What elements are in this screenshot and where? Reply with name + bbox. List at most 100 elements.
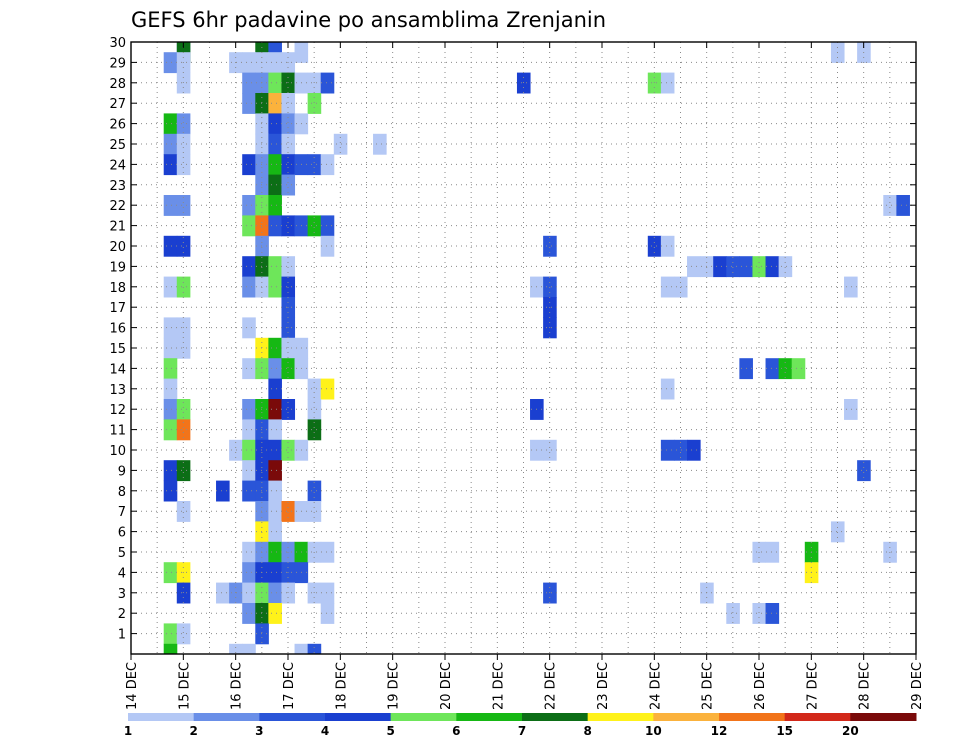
heatmap-cell [242,582,256,604]
heatmap-cell [176,72,191,94]
heatmap-cell [176,623,191,645]
y-tick-label: 22 [109,199,126,214]
heatmap-cell [176,113,191,135]
x-tick-label: 19 DEC [387,662,402,710]
heatmap-cell [255,174,269,196]
colorbar-swatch [193,713,260,721]
heatmap-cell [281,358,296,380]
heatmap-cell [255,337,269,359]
heatmap-cell [163,154,178,176]
heatmap-cell [660,439,675,461]
colorbar-label: 10 [645,724,662,738]
heatmap-cell [307,154,322,176]
heatmap-cell [255,133,269,155]
heatmap-cell [726,603,740,624]
colorbar: 1 2 3 4 5 6 7 8 10 12 15 20 [124,713,917,738]
heatmap-cell [268,52,282,74]
y-tick-label: 29 [109,56,126,71]
y-tick-label: 17 [109,301,126,316]
heatmap-cell [320,154,335,176]
heatmap-cell [320,235,335,257]
heatmap-cell [163,399,178,420]
heatmap-cell [516,72,531,94]
y-tick-label: 20 [109,240,126,255]
heatmap-cell [242,603,256,624]
heatmap-cell [229,582,243,604]
heatmap-cell [307,643,322,655]
heatmap-cell [242,317,256,339]
heatmap-cell [268,358,282,380]
heatmap-cell [647,72,662,94]
heatmap-cell [660,72,675,94]
y-tick-label: 2 [118,607,126,622]
heatmap-cell [307,480,322,502]
heatmap-cell [268,276,282,298]
colorbar-swatch [850,713,917,721]
heatmap-cell [660,378,675,400]
heatmap-cell [255,93,269,114]
y-tick-label: 10 [109,444,126,459]
heatmap-cell [752,256,767,278]
heatmap-cell [242,276,256,298]
x-tick-label: 18 DEC [334,662,349,710]
heatmap-cell [163,623,178,645]
heatmap-cell [176,235,191,257]
heatmap-cell [281,154,296,176]
heatmap-cell [281,501,296,522]
heatmap-cell [896,195,910,216]
heatmap-cell [255,582,269,604]
heatmap-cell [242,439,256,461]
y-tick-label: 28 [109,77,126,92]
heatmap-cell [268,603,282,624]
heatmap-cell [163,337,178,359]
heatmap-cell [268,501,282,522]
heatmap-cell [294,643,309,655]
heatmap-cell [320,603,335,624]
colorbar-label: 2 [189,724,197,738]
heatmap-cell [242,643,256,655]
x-tick-label: 26 DEC [753,662,768,710]
colorbar-swatch [456,713,523,721]
heatmap-cell [176,399,191,420]
colorbar-swatch [784,713,851,721]
heatmap-cell [791,358,806,380]
y-tick-label: 13 [109,383,126,398]
colorbar-label: 1 [124,724,132,738]
heatmap-cell [543,439,557,461]
chart-title: GEFS 6hr padavine po ansamblima Zrenjani… [131,8,606,32]
heatmap-cell [242,541,256,563]
heatmap-cell [242,460,256,482]
heatmap-cell [163,113,178,135]
heatmap-cell [778,358,793,380]
heatmap-cell [163,317,178,339]
y-tick-label: 23 [109,179,126,194]
heatmap-cell [268,419,282,441]
heatmap-cell [844,276,858,298]
heatmap-cell [255,195,269,216]
colorbar-label: 3 [255,724,263,738]
heatmap-cell [543,582,557,604]
colorbar-swatch [653,713,720,721]
heatmap-cell [255,419,269,441]
heatmap-cell [281,582,296,604]
heatmap-cell [242,52,256,74]
heatmap-cell [242,256,256,278]
heatmap-cell [307,72,322,94]
x-tick-label: 14 DEC [125,662,140,710]
heatmap-cell [765,603,780,624]
heatmap-cell [778,256,793,278]
heatmap-cell [307,582,322,604]
heatmap-cell [844,399,858,420]
heatmap-cell [176,195,191,216]
heatmap-cell [268,562,282,584]
x-tick-label: 24 DEC [648,662,663,710]
heatmap-cell [673,439,688,461]
heatmap-cell [765,256,780,278]
heatmap-cell [163,235,178,257]
y-tick-label: 27 [109,97,126,112]
heatmap-cell [268,133,282,155]
heatmap-cell [255,72,269,94]
heatmap-cell [255,154,269,176]
heatmap-cell [281,93,296,114]
